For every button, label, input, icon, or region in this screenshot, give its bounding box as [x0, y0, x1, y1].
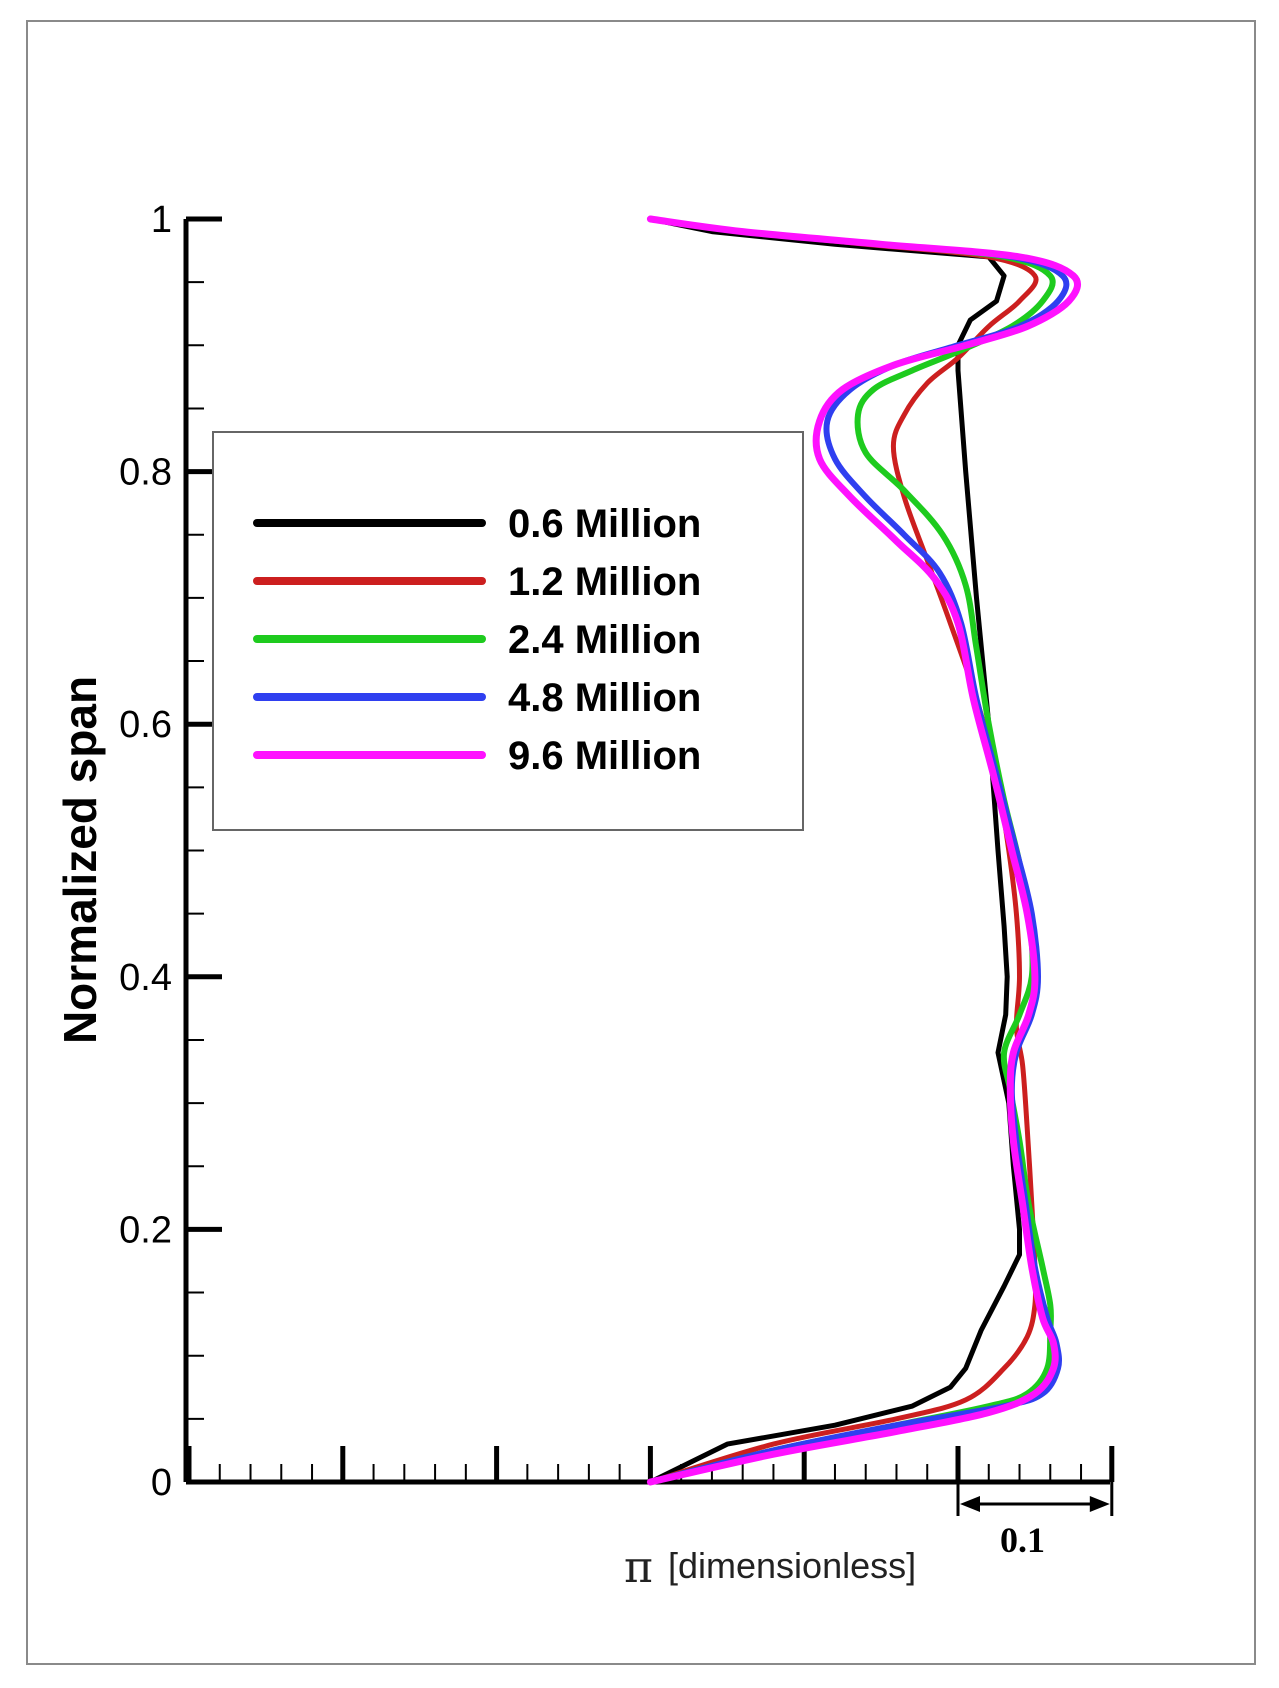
legend-box [212, 431, 804, 831]
scale-bar-label: 0.1 [1000, 1520, 1045, 1560]
legend-label: 2.4 Million [508, 618, 701, 662]
y-tick-label: 0.4 [119, 957, 172, 999]
axes: 0 0.2 0.4 0.6 0.8 1 [119, 199, 1115, 1516]
series-group [646, 215, 1082, 1486]
legend: 0.6 Million 1.2 Million 2.4 Million 4.8 Mil… [212, 431, 804, 831]
y-axis-label: Normalized span [54, 676, 106, 1044]
y-tick-label: 0.8 [119, 452, 172, 494]
x-axis-label: π [dimensionless] [624, 1542, 916, 1593]
series-line-0-6-million [647, 216, 1022, 1485]
y-tick-label: 0 [151, 1462, 172, 1504]
series-line-1-2-million [647, 216, 1039, 1485]
legend-label: 4.8 Million [508, 676, 701, 720]
series-line-2-4-million [647, 216, 1056, 1485]
scale-bar-arrow-right [1089, 1496, 1110, 1512]
legend-label: 0.6 Million [508, 502, 701, 546]
legend-label: 9.6 Million [508, 734, 701, 778]
x-axis-symbol: π [624, 1542, 653, 1593]
legend-items: 0.6 Million 1.2 Million 2.4 Million 4.8 Mil… [253, 502, 701, 778]
series-line-9-6-million [646, 215, 1082, 1486]
scale-bar-arrow-left [960, 1496, 980, 1512]
y-tick-label: 1 [151, 199, 172, 241]
y-tick-label: 0.6 [119, 704, 172, 746]
x-axis-unit: [dimensionless] [668, 1545, 916, 1586]
y-tick-label: 0.2 [119, 1209, 172, 1251]
legend-label: 1.2 Million [508, 560, 701, 604]
